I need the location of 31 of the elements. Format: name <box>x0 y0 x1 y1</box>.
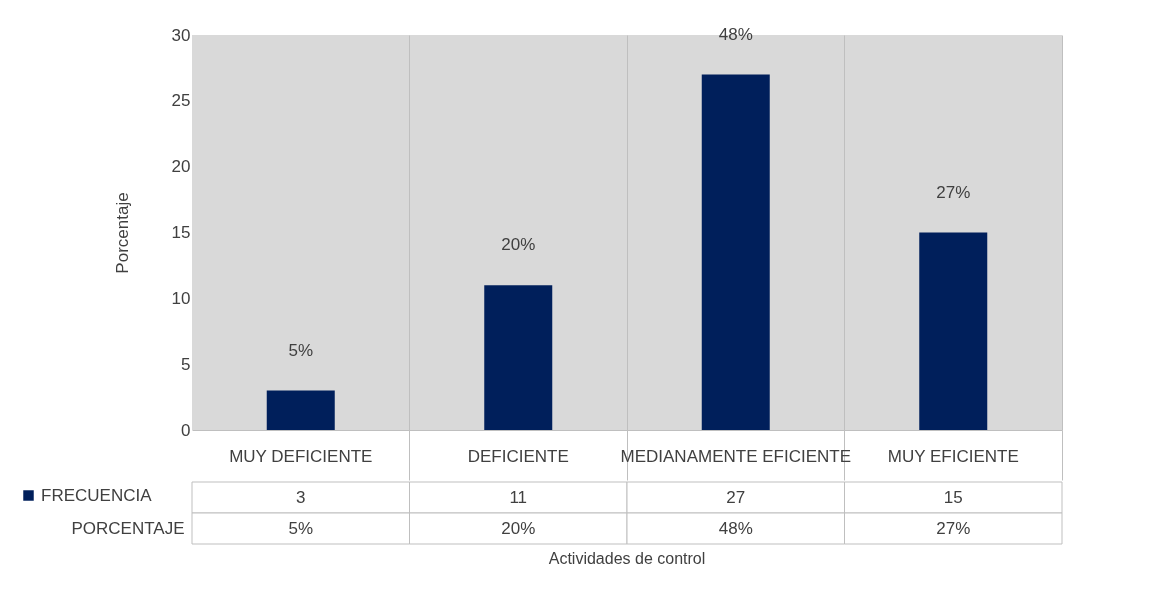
data-label: 3 <box>296 487 306 507</box>
annotation: 48% <box>718 24 753 44</box>
data-label: 11 <box>509 487 528 507</box>
data-label: 15 <box>943 487 963 507</box>
y-tick-label: 0 <box>181 420 191 440</box>
y-tick-label: 15 <box>171 223 191 242</box>
text: 5% <box>288 518 314 538</box>
bar <box>266 390 335 430</box>
x-tick-label: MEDIANAMENTE EFICIENTE <box>620 446 851 466</box>
x-tick-label: MUY DEFICIENTE <box>229 446 373 466</box>
bar <box>919 232 988 430</box>
legend-label: FRECUENCIA <box>41 485 153 505</box>
x-tick-label: DEFICIENTE <box>467 446 569 466</box>
y-tick-label: 10 <box>171 288 191 308</box>
bar <box>484 285 553 430</box>
text: Actividades de control <box>548 549 706 567</box>
text: 20% <box>501 518 536 538</box>
y-tick-label: 25 <box>171 91 191 111</box>
annotation: 5% <box>288 340 314 360</box>
y-tick-label: 20 <box>171 157 191 177</box>
y-tick-label: 5 <box>181 354 191 374</box>
text: 48% <box>718 518 753 538</box>
y-tick-label: 30 <box>171 25 191 45</box>
x-tick-label: MUY EFICIENTE <box>887 446 1019 466</box>
annotation: 27% <box>936 182 971 202</box>
annotation: 20% <box>501 235 536 255</box>
bar <box>701 74 770 430</box>
text: PORCENTAJE <box>71 518 185 538</box>
data-label: 27 <box>726 487 746 507</box>
y-axis-title: Porcentaje <box>112 192 132 274</box>
text: 27% <box>936 518 971 538</box>
